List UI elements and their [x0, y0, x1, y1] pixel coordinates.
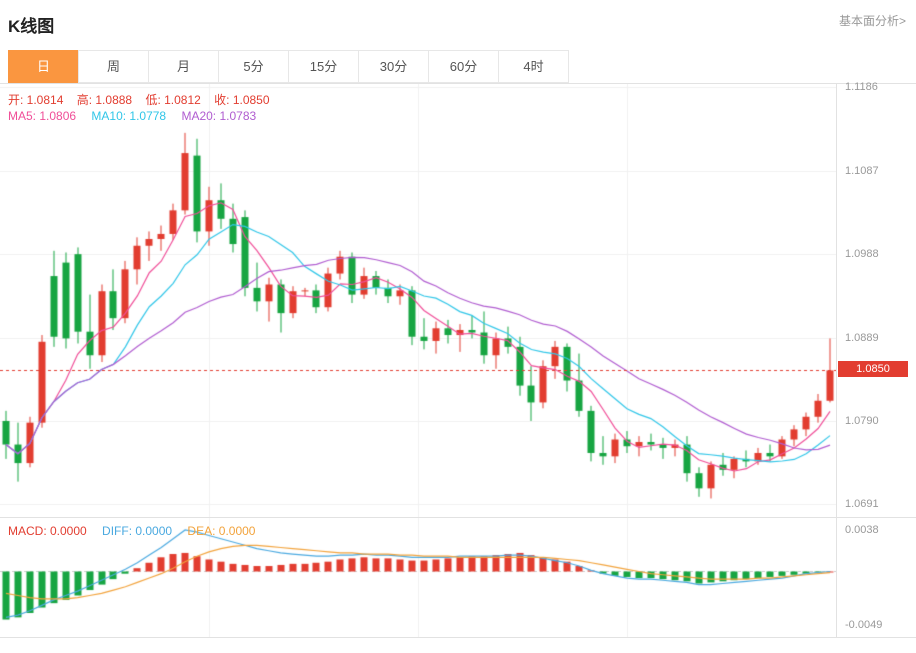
page-title: K线图: [8, 17, 55, 36]
chart-bottom-border: [0, 637, 916, 638]
legend-dea: DEA: 0.0000: [187, 524, 256, 538]
chart-block: 开: 1.0814 高: 1.0888 低: 1.0812 收: 1.0850 …: [0, 81, 916, 638]
tab-day[interactable]: 日: [8, 50, 79, 83]
tab-week[interactable]: 周: [78, 50, 149, 83]
candlestick-canvas[interactable]: [0, 84, 836, 517]
fundamental-analysis-link[interactable]: 基本面分析>: [838, 14, 906, 28]
axis-tick: 1.0889: [845, 332, 879, 344]
axis-tick: 1.0988: [845, 248, 879, 260]
tab-5min[interactable]: 5分: [218, 50, 289, 83]
macd-canvas[interactable]: [0, 518, 836, 637]
chart-top-border: [0, 83, 916, 84]
legend-macd: MACD: 0.0000: [8, 524, 87, 538]
tab-month[interactable]: 月: [148, 50, 219, 83]
legend-ma20: MA20: 1.0783: [181, 109, 257, 123]
macd-legend: MACD: 0.0000 DIFF: 0.0000 DEA: 0.0000: [8, 524, 267, 538]
tab-30min[interactable]: 30分: [358, 50, 429, 83]
pane-divider: [0, 517, 916, 518]
tab-60min[interactable]: 60分: [428, 50, 499, 83]
legend-open: 开: 1.0814: [8, 93, 64, 107]
legend-high: 高: 1.0888: [76, 93, 133, 107]
legend-ma5: MA5: 1.0806: [8, 109, 77, 123]
axis-border: [836, 83, 837, 638]
axis-tick: 0.0038: [845, 524, 879, 536]
ma-legend: MA5: 1.0806 MA10: 1.0778 MA20: 1.0783: [8, 109, 268, 123]
axis-tick: 1.0691: [845, 498, 879, 510]
axis-tick: 1.1087: [845, 165, 879, 177]
legend-low: 低: 1.0812: [145, 93, 201, 107]
legend-close: 收: 1.0850: [214, 93, 270, 107]
ohlc-legend: 开: 1.0814 高: 1.0888 低: 1.0812 收: 1.0850: [8, 91, 280, 108]
tab-4hour[interactable]: 4时: [498, 50, 569, 83]
axis-tick: 1.0790: [845, 415, 879, 427]
tab-15min[interactable]: 15分: [288, 50, 359, 83]
last-price-tag: 1.0850: [838, 361, 908, 377]
page-header: K线图 基本面分析>: [0, 0, 916, 36]
axis-tick: 1.1186: [845, 81, 878, 93]
legend-diff: DIFF: 0.0000: [102, 524, 173, 538]
axis-tick: -0.0049: [845, 619, 883, 631]
interval-tabs: 日 周 月 5分 15分 30分 60分 4时: [8, 50, 916, 83]
legend-ma10: MA10: 1.0778: [91, 109, 167, 123]
